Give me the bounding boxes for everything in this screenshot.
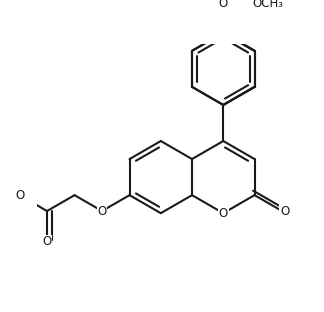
Text: O: O [280,205,289,217]
Text: O: O [219,0,228,10]
Text: OCH₃: OCH₃ [252,0,283,10]
Text: O: O [15,189,24,202]
Text: O: O [42,235,52,248]
Text: O: O [98,205,107,217]
Text: O: O [219,207,228,220]
